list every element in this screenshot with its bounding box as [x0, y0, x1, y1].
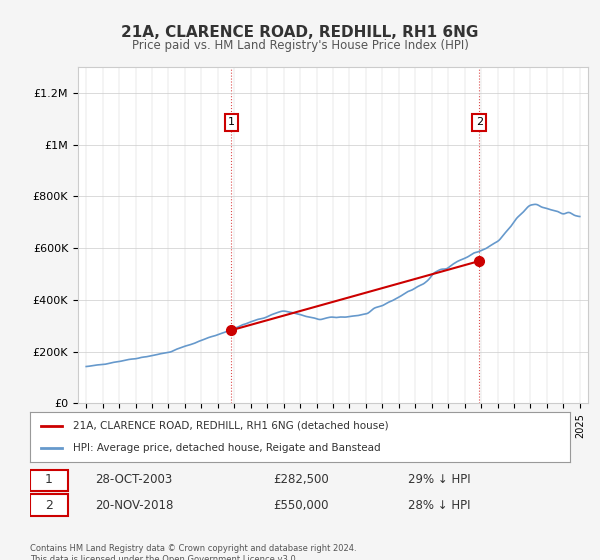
Text: 21A, CLARENCE ROAD, REDHILL, RH1 6NG (detached house): 21A, CLARENCE ROAD, REDHILL, RH1 6NG (de… [73, 421, 389, 431]
Text: Price paid vs. HM Land Registry's House Price Index (HPI): Price paid vs. HM Land Registry's House … [131, 39, 469, 52]
Text: 21A, CLARENCE ROAD, REDHILL, RH1 6NG: 21A, CLARENCE ROAD, REDHILL, RH1 6NG [121, 25, 479, 40]
Text: 28-OCT-2003: 28-OCT-2003 [95, 473, 172, 487]
Text: HPI: Average price, detached house, Reigate and Banstead: HPI: Average price, detached house, Reig… [73, 443, 381, 453]
Text: £282,500: £282,500 [273, 473, 329, 487]
Text: £550,000: £550,000 [273, 498, 329, 512]
Text: 2: 2 [45, 498, 53, 512]
Text: 1: 1 [228, 117, 235, 127]
Text: 29% ↓ HPI: 29% ↓ HPI [408, 473, 470, 487]
FancyBboxPatch shape [30, 469, 68, 491]
Text: 1: 1 [45, 473, 53, 487]
Text: 2: 2 [476, 117, 483, 127]
Text: Contains HM Land Registry data © Crown copyright and database right 2024.
This d: Contains HM Land Registry data © Crown c… [30, 544, 356, 560]
FancyBboxPatch shape [30, 494, 68, 516]
Text: 28% ↓ HPI: 28% ↓ HPI [408, 498, 470, 512]
Text: 20-NOV-2018: 20-NOV-2018 [95, 498, 173, 512]
